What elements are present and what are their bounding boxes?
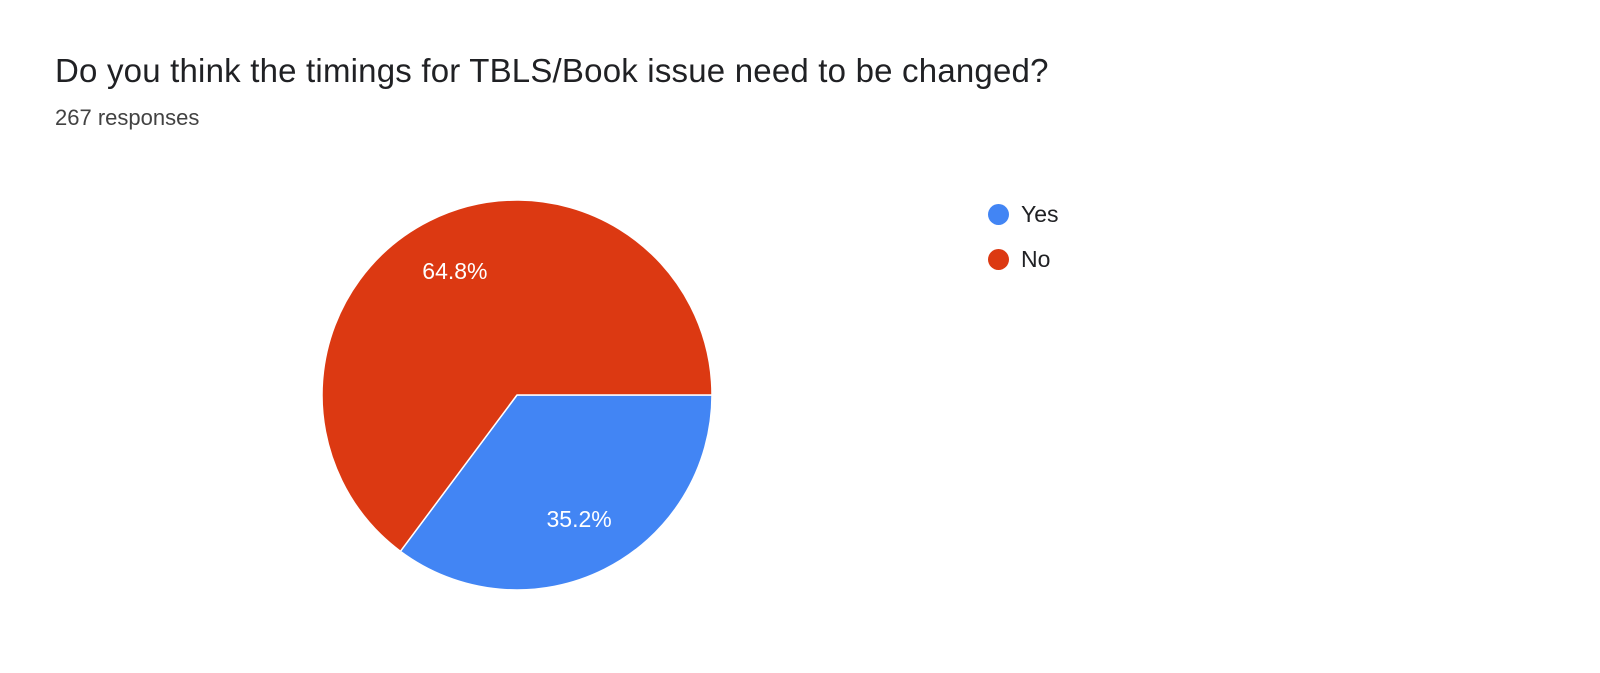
- pie-slice-no[interactable]: [321, 199, 713, 553]
- legend-item-yes[interactable]: Yes: [988, 201, 1059, 228]
- pie-slice-percentage-label: 35.2%: [546, 506, 611, 532]
- legend-label: Yes: [1021, 201, 1059, 227]
- question-title: Do you think the timings for TBLS/Book i…: [55, 52, 1049, 89]
- pie-slice-yes[interactable]: [399, 394, 713, 591]
- responses-count: 267 responses: [55, 105, 200, 130]
- pie-chart: 35.2% 64.8%: [321, 199, 713, 591]
- pie-slice-percentage-label: 64.8%: [422, 258, 487, 284]
- legend-color-dot-icon: [988, 204, 1009, 225]
- legend-label: No: [1021, 246, 1051, 272]
- legend-color-dot-icon: [988, 249, 1009, 270]
- chart-legend: Yes No: [988, 201, 1059, 273]
- legend-item-no[interactable]: No: [988, 246, 1059, 273]
